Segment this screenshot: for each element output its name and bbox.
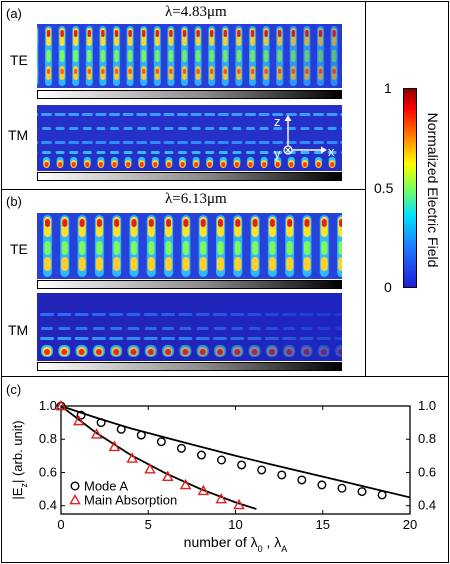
gradient-strip-a-tm xyxy=(37,172,342,181)
colorbar-tick-0: 0 xyxy=(384,279,392,295)
legend-marker-mode-a xyxy=(70,481,80,491)
absorption-point xyxy=(179,478,192,490)
y-tick-label: 1.0 xyxy=(39,398,57,413)
mode-a-point xyxy=(176,443,186,453)
panel-b-tm-label: TM xyxy=(8,322,29,338)
absorption-point xyxy=(126,452,138,463)
axis-x-label: x xyxy=(328,144,335,159)
absorption-point xyxy=(144,463,156,474)
field-map-b-tm xyxy=(37,293,342,361)
mode-a-point xyxy=(217,455,227,465)
mode-a-point xyxy=(237,460,247,470)
x-axis-label: number of λ0 , λA xyxy=(184,534,288,554)
legend-marker-absorption xyxy=(69,493,81,505)
panel-a-label: (a) xyxy=(6,6,22,21)
axis-z-label: z xyxy=(274,114,281,129)
mode-a-point xyxy=(76,410,86,420)
absorption-point xyxy=(215,493,227,504)
mode-a-point xyxy=(136,430,146,440)
field-map-b-te xyxy=(37,213,342,279)
absorption-point xyxy=(55,399,67,411)
y-axis-label: |Ez| (arb. unit) xyxy=(10,420,29,499)
fit-line-1 xyxy=(61,406,410,499)
y-tick-label-right: 0.6 xyxy=(418,464,436,479)
panel-a-tm-label: TM xyxy=(8,127,29,143)
legend-label: Mode A xyxy=(84,479,128,494)
colorbar-title: Normalized Electric Field xyxy=(425,112,441,268)
mode-a-point xyxy=(196,450,206,460)
gradient-strip-a-te xyxy=(37,90,342,99)
absorption-point xyxy=(108,440,121,452)
x-tick-label: 10 xyxy=(228,517,242,532)
axis-indicator: z y x xyxy=(274,114,335,161)
mode-a-point xyxy=(337,483,347,493)
panel-b-te-label: TE xyxy=(10,241,28,257)
mode-a-point xyxy=(257,465,267,475)
x-tick-label: 5 xyxy=(145,517,152,532)
panel-a-te-label: TE xyxy=(10,52,28,68)
absorption-point xyxy=(197,484,210,496)
fit-line-2 xyxy=(61,406,257,510)
colorbar-tick-05: 0.5 xyxy=(374,180,394,196)
absorption-point xyxy=(73,414,85,426)
absorption-point xyxy=(233,498,245,510)
x-tick-label: 20 xyxy=(403,517,417,532)
axis-y-label: y xyxy=(274,146,281,161)
legend-label: Main Absorption xyxy=(84,493,177,508)
colorbar-tick-1: 1 xyxy=(384,80,392,96)
gradient-strip-b-tm xyxy=(37,362,342,371)
panel-c-frame xyxy=(1,376,449,563)
gradient-strip-b-te xyxy=(37,280,342,289)
field-map-a-tm xyxy=(37,105,342,171)
absorption-point xyxy=(162,470,174,481)
panel-a-wavelength: λ=4.83μm xyxy=(165,4,227,20)
y-tick-label-right: 0.8 xyxy=(418,431,436,446)
mode-a-point xyxy=(156,437,166,447)
mode-a-point xyxy=(377,490,387,500)
y-tick-label: 0.4 xyxy=(39,498,57,513)
colorbar xyxy=(403,88,417,288)
y-tick-label-right: 1.0 xyxy=(418,398,436,413)
y-tick-label-right: 0.4 xyxy=(418,498,436,513)
panel-b-wavelength: λ=6.13μm xyxy=(165,191,227,207)
x-tick-label: 0 xyxy=(57,517,64,532)
mode-a-point xyxy=(96,418,106,428)
panel-c-label: (c) xyxy=(6,382,22,397)
y-tick-label: 0.8 xyxy=(39,431,57,446)
absorption-point xyxy=(90,428,103,439)
x-tick-label: 15 xyxy=(316,517,330,532)
mode-a-point xyxy=(116,424,126,434)
panel-b-label: (b) xyxy=(6,194,22,209)
mode-a-point xyxy=(277,470,287,480)
mode-a-point xyxy=(297,475,307,485)
mode-a-point xyxy=(317,480,327,490)
y-tick-label: 0.6 xyxy=(39,464,57,479)
mode-a-point xyxy=(357,487,367,497)
field-map-a-te xyxy=(37,24,342,88)
